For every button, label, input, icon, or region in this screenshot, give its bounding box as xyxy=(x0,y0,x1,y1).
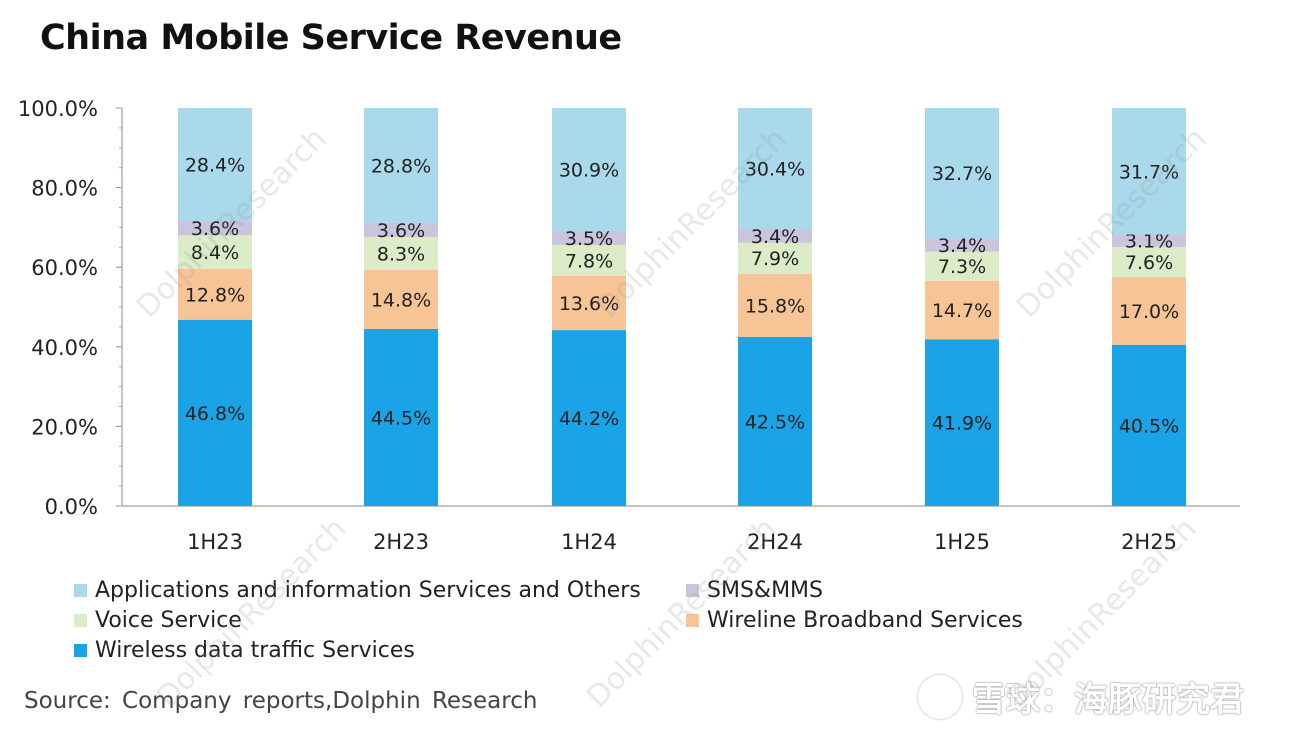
data-label: 42.5% xyxy=(745,411,805,433)
data-label: 40.5% xyxy=(1119,415,1179,437)
y-tick-label: 100.0% xyxy=(18,97,98,121)
chart-title: China Mobile Service Revenue xyxy=(40,18,622,58)
data-label: 14.7% xyxy=(932,300,992,322)
bar-segment xyxy=(364,236,438,270)
x-tick-label: 1H25 xyxy=(934,530,990,554)
data-label: 3.4% xyxy=(751,226,799,248)
data-label: 3.4% xyxy=(938,235,986,257)
data-label: 30.9% xyxy=(559,159,619,181)
bar-segment xyxy=(1112,344,1186,506)
data-label: 44.2% xyxy=(559,408,619,430)
legend-item-sms-mms: SMS&MMS xyxy=(686,578,823,603)
bar-segment xyxy=(738,242,812,274)
legend-label-sms-mms: SMS&MMS xyxy=(707,578,823,603)
legend-label-voice: Voice Service xyxy=(95,608,242,633)
y-tick-label: 60.0% xyxy=(31,256,98,280)
source-note: Source: Company reports,Dolphin Research xyxy=(24,688,538,714)
bar-segment xyxy=(178,268,252,320)
bar-segment xyxy=(178,319,252,506)
legend-item-wireless: Wireless data traffic Services xyxy=(74,638,415,663)
legend-swatch-voice xyxy=(74,614,87,627)
data-label: 28.8% xyxy=(371,155,431,177)
data-label: 3.6% xyxy=(191,218,239,240)
bar-segment xyxy=(925,280,999,340)
bar-segment xyxy=(364,222,438,237)
y-tick-label: 0.0% xyxy=(45,495,98,519)
legend-item-wireline: Wireline Broadband Services xyxy=(686,608,1023,633)
bar-segment xyxy=(552,275,626,331)
legend-swatch-wireless xyxy=(74,644,87,657)
data-label: 7.8% xyxy=(565,250,613,272)
data-label: 3.6% xyxy=(377,220,425,242)
y-tick-label: 20.0% xyxy=(31,415,98,439)
data-label: 31.7% xyxy=(1119,161,1179,183)
x-tick-label: 1H23 xyxy=(187,530,243,554)
legend-label-applications: Applications and information Services an… xyxy=(95,578,641,603)
data-label: 7.6% xyxy=(1125,252,1173,274)
data-label: 14.8% xyxy=(371,289,431,311)
x-tick-label: 2H24 xyxy=(747,530,803,554)
data-label: 3.1% xyxy=(1125,231,1173,253)
data-label: 28.4% xyxy=(185,155,245,177)
data-label: 7.3% xyxy=(938,256,986,278)
x-tick-label: 1H24 xyxy=(561,530,617,554)
data-label: 17.0% xyxy=(1119,301,1179,323)
brand-text: 雪球：海豚研究君 xyxy=(972,680,1244,720)
brand-watermark: 雪球：海豚研究君 xyxy=(918,672,1244,721)
legend-swatch-applications xyxy=(74,584,87,597)
bar-segment xyxy=(552,244,626,276)
bar-segment xyxy=(1112,246,1186,278)
legend-label-wireline: Wireline Broadband Services xyxy=(707,608,1023,633)
legend-swatch-wireline xyxy=(686,614,699,627)
bar-segment xyxy=(1112,277,1186,345)
data-label: 15.8% xyxy=(745,295,805,317)
data-label: 8.4% xyxy=(191,242,239,264)
bar-segment xyxy=(1112,108,1186,235)
bar-segment xyxy=(552,230,626,245)
bar-segment xyxy=(178,235,252,269)
bar-segment xyxy=(738,273,812,337)
legend-item-applications: Applications and information Services an… xyxy=(74,578,641,603)
x-tick-label: 2H23 xyxy=(373,530,429,554)
legend-item-voice: Voice Service xyxy=(74,608,242,633)
data-label: 12.8% xyxy=(185,284,245,306)
data-label: 3.5% xyxy=(565,228,613,250)
bar-segment xyxy=(178,221,252,236)
data-label: 41.9% xyxy=(932,413,992,435)
bar-segment xyxy=(738,228,812,243)
bar-segment xyxy=(552,330,626,506)
data-label: 44.5% xyxy=(371,407,431,429)
bar-segment xyxy=(738,336,812,506)
data-label: 30.4% xyxy=(745,158,805,180)
legend-swatch-sms-mms xyxy=(686,584,699,597)
bar-segment xyxy=(738,108,812,229)
data-label: 7.9% xyxy=(751,248,799,270)
snowball-logo-icon xyxy=(918,674,962,719)
data-label: 46.8% xyxy=(185,403,245,425)
bar-segment xyxy=(1112,234,1186,247)
bar-segment xyxy=(178,108,252,222)
x-tick-label: 2H25 xyxy=(1121,530,1177,554)
bar-segment xyxy=(364,108,438,223)
y-tick-label: 80.0% xyxy=(31,177,98,201)
legend-label-wireless: Wireless data traffic Services xyxy=(95,638,415,663)
bar-segment xyxy=(925,238,999,252)
bar-segment xyxy=(364,328,438,506)
bar-segment xyxy=(552,108,626,231)
bar-segment xyxy=(925,339,999,506)
data-label: 13.6% xyxy=(559,293,619,315)
bar-segment xyxy=(364,269,438,329)
bar-segment xyxy=(925,251,999,281)
y-tick-label: 40.0% xyxy=(31,336,98,360)
data-label: 8.3% xyxy=(377,243,425,265)
data-label: 32.7% xyxy=(932,163,992,185)
bar-segment xyxy=(925,108,999,239)
